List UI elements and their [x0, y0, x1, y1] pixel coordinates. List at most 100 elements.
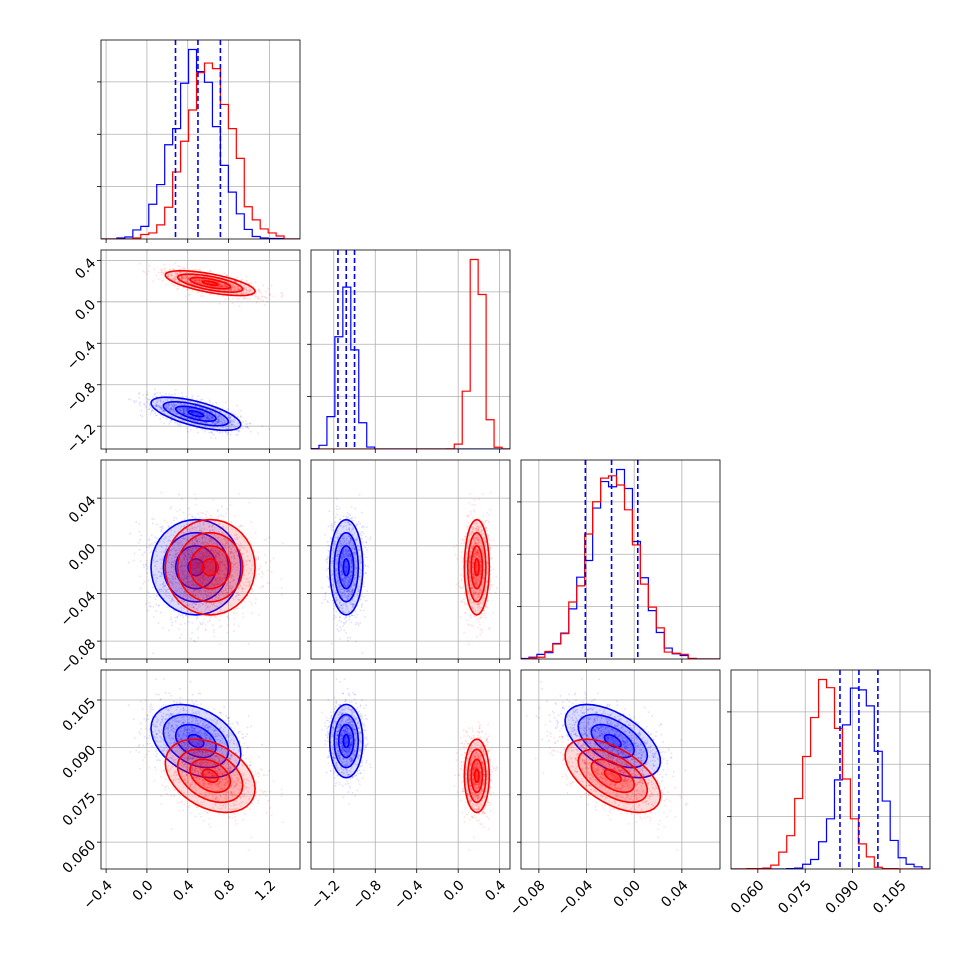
- point: [176, 285, 179, 288]
- point: [187, 277, 190, 280]
- point: [195, 268, 198, 271]
- point: [141, 553, 144, 556]
- point: [257, 290, 260, 293]
- point: [168, 594, 171, 597]
- point: [228, 282, 231, 285]
- point: [231, 302, 234, 305]
- point: [165, 283, 167, 286]
- point: [147, 270, 150, 273]
- point: [236, 297, 238, 300]
- point: [228, 417, 231, 419]
- point: [212, 584, 215, 587]
- point: [218, 572, 221, 575]
- point: [206, 422, 209, 425]
- contour-0-3: [187, 410, 205, 418]
- point: [230, 423, 233, 426]
- point: [172, 267, 175, 270]
- point: [200, 292, 203, 294]
- point: [219, 643, 222, 646]
- point: [139, 262, 141, 265]
- point: [149, 595, 151, 598]
- point: [233, 515, 236, 517]
- point: [169, 600, 171, 603]
- contour-1-0: [164, 269, 256, 297]
- point: [226, 281, 229, 283]
- point: [216, 422, 219, 424]
- point: [185, 409, 188, 412]
- point: [226, 583, 229, 586]
- point: [160, 407, 163, 410]
- point: [239, 525, 242, 528]
- point: [182, 411, 185, 414]
- point: [259, 565, 262, 568]
- point: [216, 510, 219, 513]
- point: [138, 392, 141, 394]
- point: [198, 268, 201, 270]
- point: [218, 284, 221, 287]
- point: [242, 290, 245, 292]
- point: [171, 408, 174, 410]
- point: [138, 523, 141, 525]
- point: [175, 412, 178, 415]
- point: [188, 293, 191, 296]
- point: [238, 288, 240, 291]
- point: [167, 276, 170, 279]
- point: [213, 598, 216, 601]
- point: [185, 408, 188, 411]
- point: [194, 578, 197, 581]
- point: [217, 281, 220, 284]
- point: [148, 539, 151, 541]
- point: [229, 421, 232, 424]
- point: [200, 557, 203, 560]
- hist-1: [311, 258, 510, 449]
- point: [222, 285, 224, 288]
- point: [209, 293, 212, 296]
- point: [206, 408, 209, 411]
- point: [154, 541, 156, 544]
- hist-0: [101, 48, 300, 239]
- frame: [100, 39, 301, 240]
- point: [200, 407, 203, 409]
- point: [171, 621, 174, 624]
- point: [238, 304, 241, 307]
- point: [198, 279, 201, 281]
- point: [193, 280, 196, 283]
- point: [189, 282, 192, 284]
- point: [152, 522, 154, 525]
- point: [233, 426, 236, 429]
- point: [231, 286, 234, 289]
- point: [224, 285, 227, 288]
- point: [182, 408, 185, 411]
- point: [153, 404, 155, 407]
- point: [231, 284, 234, 287]
- point: [197, 412, 199, 415]
- point: [174, 412, 177, 415]
- point: [171, 274, 174, 277]
- point: [161, 527, 164, 530]
- point: [187, 278, 190, 281]
- point: [139, 587, 142, 590]
- point: [236, 288, 239, 291]
- point: [246, 423, 249, 425]
- point: [228, 288, 230, 291]
- point: [157, 604, 160, 607]
- point: [180, 276, 183, 278]
- point: [193, 423, 196, 426]
- point: [211, 411, 214, 413]
- point: [156, 391, 159, 394]
- point: [180, 277, 183, 279]
- point: [183, 277, 186, 279]
- point: [237, 429, 240, 432]
- point: [167, 587, 170, 590]
- point: [221, 422, 223, 425]
- point: [146, 391, 149, 393]
- point: [151, 517, 154, 520]
- point: [172, 547, 175, 550]
- point: [154, 393, 157, 396]
- point: [231, 423, 233, 426]
- point: [229, 422, 232, 425]
- point: [179, 409, 182, 412]
- point: [229, 504, 232, 506]
- point: [221, 422, 224, 425]
- point: [254, 296, 257, 299]
